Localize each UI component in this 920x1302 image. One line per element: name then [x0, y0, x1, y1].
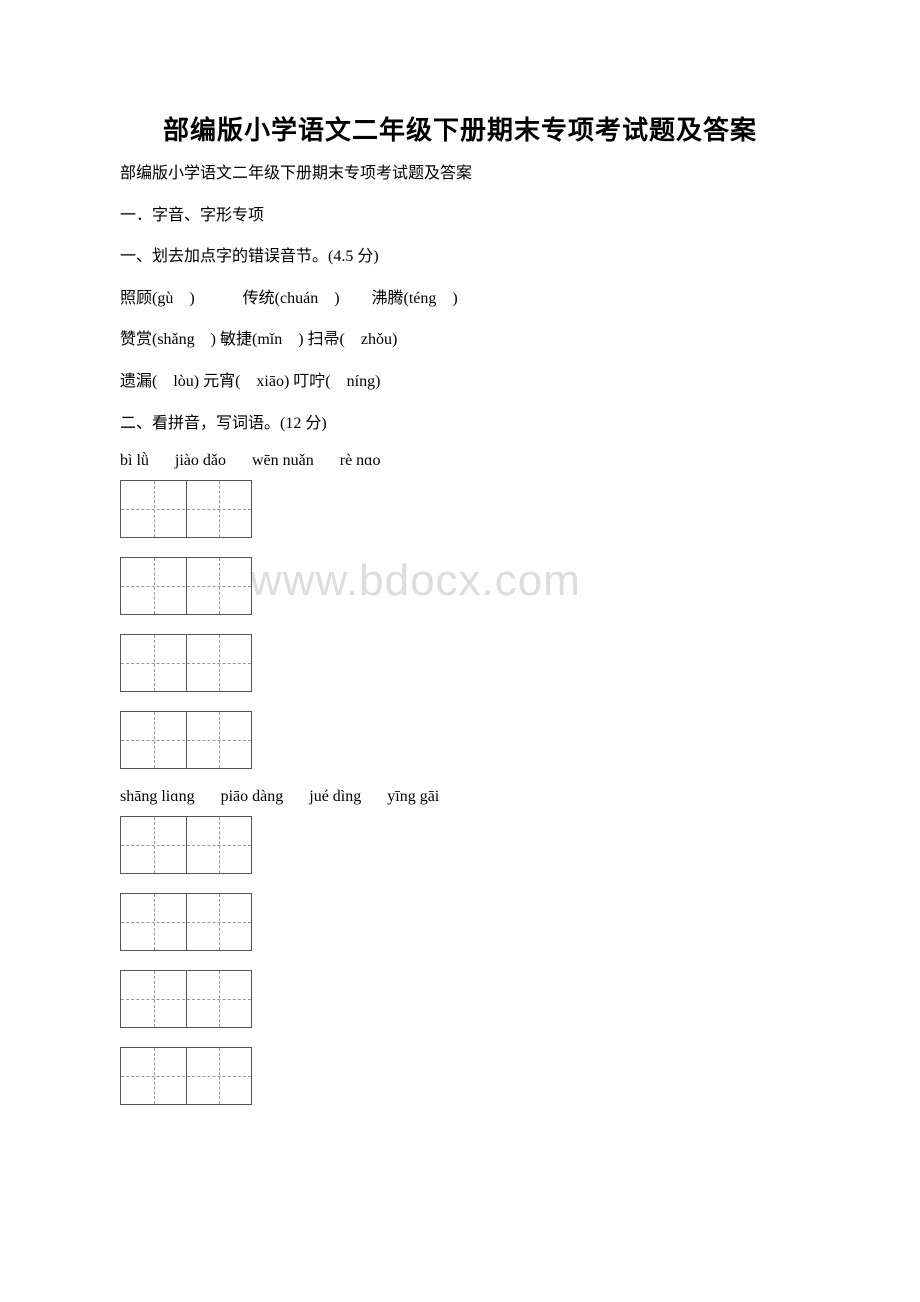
writing-grid-box — [120, 1047, 252, 1105]
question-2-heading: 二、看拼音，写词语。(12 分) — [120, 411, 800, 437]
writing-grid-box — [120, 893, 252, 951]
pinyin-group: jué dìng — [309, 788, 361, 805]
pinyin-group: jiào dǎo — [175, 452, 226, 469]
document-subtitle: 部编版小学语文二年级下册期末专项考试题及答案 — [120, 161, 800, 187]
section-heading: 一．字音、字形专项 — [120, 203, 800, 229]
writing-grid-box — [120, 557, 252, 615]
question-1-heading: 一、划去加点字的错误音节。(4.5 分) — [120, 244, 800, 270]
writing-grid-box — [120, 970, 252, 1028]
pinyin-row-1: bì lǜ jiào dǎo wēn nuǎn rè nɑo — [120, 452, 800, 470]
pinyin-row-2: shāng liɑng piāo dàng jué dìng yīng gāi — [120, 788, 800, 806]
pinyin-group: bì lǜ — [120, 452, 149, 469]
pinyin-group: shāng liɑng — [120, 788, 195, 805]
writing-grid-box — [120, 816, 252, 874]
pinyin-group: wēn nuǎn — [252, 452, 314, 469]
question-1-row: 赞赏(shǎng ) 敏捷(mǐn ) 扫帚( zhǒu) — [120, 327, 800, 353]
pinyin-group: yīng gāi — [387, 788, 439, 805]
pinyin-group: rè nɑo — [340, 452, 381, 469]
writing-grid-box — [120, 480, 252, 538]
question-1-row: 遗漏( lòu) 元宵( xiāo) 叮咛( níng) — [120, 369, 800, 395]
pinyin-group: piāo dàng — [221, 788, 284, 805]
document-title: 部编版小学语文二年级下册期末专项考试题及答案 — [120, 110, 800, 147]
question-1-row: 照顾(gù ) 传统(chuán ) 沸腾(téng ) — [120, 286, 800, 312]
writing-grid-box — [120, 711, 252, 769]
writing-grid-box — [120, 634, 252, 692]
